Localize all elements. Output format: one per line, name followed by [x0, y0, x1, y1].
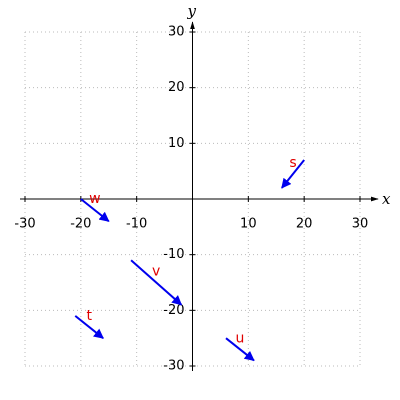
- y-tick-label: 20: [168, 80, 185, 95]
- x-tick-label: 10: [240, 217, 257, 232]
- x-tick-label: 20: [296, 217, 313, 232]
- vector-arrow: [80, 198, 110, 223]
- vector-arrow: [130, 259, 183, 306]
- vector-arrow: [281, 159, 305, 189]
- y-tick-label: 10: [168, 136, 185, 151]
- x-tick-label: -20: [70, 217, 91, 232]
- vector-label: s: [289, 155, 296, 171]
- x-axis-label: x: [382, 190, 391, 208]
- vector-arrow: [74, 315, 104, 339]
- y-tick-label: -30: [163, 359, 184, 374]
- y-tick-label: -20: [163, 303, 184, 318]
- y-tick-label: 30: [168, 25, 185, 40]
- vector-label: t: [86, 308, 92, 324]
- vector-label: w: [89, 191, 100, 207]
- vector-label: v: [152, 264, 160, 280]
- vector-arrow: [225, 337, 255, 362]
- vector-label: u: [236, 330, 245, 346]
- x-tick-label: 30: [352, 217, 369, 232]
- y-tick-label: -10: [163, 247, 184, 262]
- x-tick-label: -10: [126, 217, 147, 232]
- x-tick-label: -30: [14, 217, 35, 232]
- y-axis-label: y: [187, 2, 197, 20]
